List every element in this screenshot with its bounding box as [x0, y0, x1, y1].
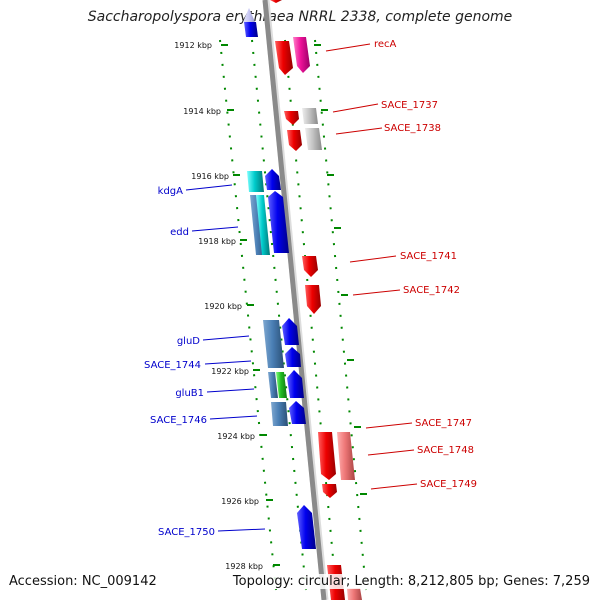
gene-arrow[interactable]	[293, 37, 310, 73]
gene-label-sace-1737[interactable]: SACE_1737	[381, 100, 438, 111]
genome-backbone	[262, 0, 327, 600]
tick-label: 1918 kbp	[198, 237, 236, 246]
tick-label: 1912 kbp	[174, 41, 212, 50]
gene-arrow[interactable]	[289, 401, 306, 424]
gene-arrow[interactable]	[247, 171, 264, 192]
leader-line	[206, 388, 255, 393]
gene-label-sace-1741[interactable]: SACE_1741	[400, 251, 457, 262]
gene-arrow[interactable]	[276, 372, 287, 398]
leader-line	[352, 289, 401, 296]
gene-label-sace-1744[interactable]: SACE_1744	[144, 360, 201, 371]
tick-label: 1922 kbp	[211, 367, 249, 376]
left-labels: kdgA edd gluD SACE_1744 gluB1 SACE_1746 …	[144, 186, 215, 538]
gene-label-kdga[interactable]: kdgA	[158, 186, 183, 197]
leader-line	[349, 255, 397, 263]
forward-genes	[243, 8, 316, 549]
leader-line	[332, 103, 379, 113]
gene-arrow[interactable]	[265, 169, 281, 190]
gene-arrow[interactable]	[268, 191, 289, 253]
right-labels: recA SACE_1737 SACE_1738 SACE_1741 SACE_…	[374, 39, 477, 490]
right-outer-dotted-track	[314, 39, 367, 591]
gene-arrow[interactable]	[318, 432, 336, 480]
gene-arrow[interactable]	[287, 370, 304, 398]
leader-line	[367, 449, 415, 456]
gene-label-sace-1746[interactable]: SACE_1746	[150, 415, 207, 426]
gene-arrow[interactable]	[284, 111, 299, 125]
gene-label-reca[interactable]: recA	[374, 39, 397, 50]
gene-arrow[interactable]	[297, 505, 316, 549]
leader-line	[204, 360, 252, 365]
gene-label-sace-1738[interactable]: SACE_1738	[384, 123, 441, 134]
left-inner-dotted-track	[251, 39, 307, 591]
leader-line	[365, 422, 413, 429]
gene-label-sace-1749[interactable]: SACE_1749	[420, 479, 477, 490]
right-inner-dotted-track	[284, 39, 337, 591]
left-outer-dotted-track	[219, 39, 277, 591]
leader-line	[217, 528, 266, 532]
tick-label: 1926 kbp	[221, 497, 259, 506]
left-leader-lines	[185, 184, 266, 532]
leader-line	[209, 415, 258, 420]
gene-arrow[interactable]	[305, 285, 321, 314]
gene-arrow[interactable]	[305, 128, 322, 150]
leader-line	[202, 335, 250, 341]
accession-text: Accession: NC_009142	[9, 574, 157, 589]
gene-arrow[interactable]	[263, 320, 284, 368]
gene-arrow[interactable]	[271, 402, 288, 426]
leader-line	[325, 43, 371, 52]
leader-line	[185, 184, 233, 191]
gene-arrow[interactable]	[275, 41, 293, 75]
map-title: Saccharopolyspora erythraea NRRL 2338, c…	[87, 9, 513, 25]
gene-arrow[interactable]	[285, 347, 301, 367]
gene-arrow[interactable]	[244, 22, 258, 37]
gene-arrow[interactable]	[287, 130, 302, 151]
gene-arrow[interactable]	[256, 195, 270, 255]
gene-arrow[interactable]	[282, 318, 299, 345]
tick-label: 1928 kbp	[225, 562, 263, 571]
tick-label: 1916 kbp	[191, 172, 229, 181]
tick-labels: 1912 kbp 1914 kbp 1916 kbp 1918 kbp 1920…	[174, 41, 263, 571]
leader-line	[370, 483, 418, 490]
gene-arrow[interactable]	[337, 432, 355, 480]
gene-label-sace-1748[interactable]: SACE_1748	[417, 445, 474, 456]
gene-arrow[interactable]	[322, 484, 337, 498]
gene-arrow[interactable]	[302, 108, 318, 124]
gene-label-sace-1742[interactable]: SACE_1742	[403, 285, 460, 296]
gene-label-edd[interactable]: edd	[170, 227, 189, 238]
gene-label-glub1[interactable]: gluB1	[175, 388, 204, 399]
gene-arrow[interactable]	[302, 256, 318, 277]
right-leader-lines	[325, 43, 418, 490]
gene-arrow[interactable]	[347, 588, 362, 600]
gene-label-sace-1747[interactable]: SACE_1747	[415, 418, 472, 429]
leader-line	[191, 226, 239, 232]
gene-arrow[interactable]	[243, 8, 255, 22]
tick-label: 1914 kbp	[183, 107, 221, 116]
tick-marks	[221, 44, 367, 566]
gene-label-sace-1750[interactable]: SACE_1750	[158, 527, 215, 538]
leader-line	[335, 127, 383, 135]
gene-arrow[interactable]	[268, 372, 278, 398]
genome-summary-text: Topology: circular; Length: 8,212,805 bp…	[232, 574, 590, 589]
gene-label-glud[interactable]: gluD	[177, 336, 200, 347]
tick-label: 1920 kbp	[204, 302, 242, 311]
tick-label: 1924 kbp	[217, 432, 255, 441]
gene-arrow[interactable]	[270, 0, 282, 3]
